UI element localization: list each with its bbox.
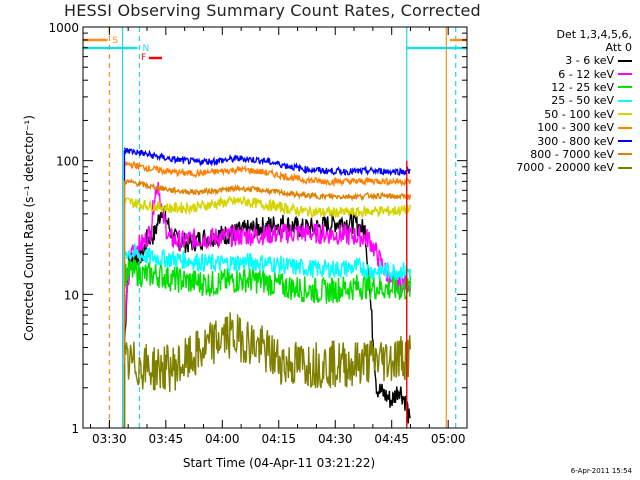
legend-item: 50 - 100 keV xyxy=(470,108,632,121)
legend-item-label: 25 - 50 keV xyxy=(551,94,614,108)
x-tick-label: 03:45 xyxy=(149,432,184,446)
series-line-5 xyxy=(123,160,412,188)
y-tick-label: 10 xyxy=(64,288,79,302)
marker-label-s: S xyxy=(112,36,118,46)
x-tick-label: 04:30 xyxy=(318,432,353,446)
legend-item: 300 - 800 keV xyxy=(470,134,632,148)
x-tick-label: 04:00 xyxy=(205,432,240,446)
legend-item-label: 7000 - 20000 keV xyxy=(516,161,614,175)
legend-swatch xyxy=(618,99,632,102)
chart-title: HESSI Observing Summary Count Rates, Cor… xyxy=(64,1,481,20)
legend-item-label: 100 - 300 keV xyxy=(537,121,614,135)
legend-item: 3 - 6 keV xyxy=(470,54,632,67)
legend-item: 100 - 300 keV xyxy=(470,121,632,134)
legend-swatch xyxy=(618,73,632,76)
legend-item-label: 12 - 25 keV xyxy=(551,80,614,94)
legend-swatch xyxy=(618,153,632,156)
marker-label-f: F xyxy=(141,53,146,63)
legend-swatch xyxy=(618,140,632,143)
legend-item: 7000 - 20000 keV xyxy=(470,161,632,174)
y-tick-label: 1000 xyxy=(48,21,79,35)
legend-item: 800 - 7000 keV xyxy=(470,148,632,161)
series-line-1 xyxy=(123,181,412,330)
series-line-2 xyxy=(123,258,412,304)
legend-swatch xyxy=(618,86,632,89)
y-tick-label: 1 xyxy=(71,422,79,436)
legend-item-label: 300 - 800 keV xyxy=(537,134,614,148)
x-tick-label: 04:15 xyxy=(261,432,296,446)
legend-header-detectors: Det 1,3,4,5,6, xyxy=(556,28,632,41)
timestamp: 6-Apr-2011 15:54 xyxy=(570,467,632,475)
series-line-7 xyxy=(123,178,412,202)
x-axis-label: Start Time (04-Apr-11 03:21:22) xyxy=(183,456,375,470)
legend-item-label: 50 - 100 keV xyxy=(544,107,614,121)
legend-item-label: 3 - 6 keV xyxy=(565,54,614,68)
legend-swatch xyxy=(618,126,632,129)
series-line-6 xyxy=(123,147,411,177)
legend-swatch xyxy=(618,113,632,116)
legend-swatch xyxy=(618,59,632,62)
legend-item: 25 - 50 keV xyxy=(470,94,632,107)
series-line-4 xyxy=(123,195,412,218)
y-axis-label: Corrected Count Rate (s⁻¹ detector⁻¹) xyxy=(22,115,36,341)
series-line-8 xyxy=(123,312,412,393)
legend-item-label: 6 - 12 keV xyxy=(558,67,614,81)
x-tick-label: 03:30 xyxy=(92,432,127,446)
marker-label-n: N xyxy=(142,44,149,54)
legend-swatch xyxy=(618,166,632,169)
y-tick-label: 100 xyxy=(56,155,79,169)
legend-item: 6 - 12 keV xyxy=(470,67,632,81)
legend-header-attenuator: Att 0 xyxy=(605,41,632,54)
legend-item-label: 800 - 7000 keV xyxy=(530,147,614,161)
legend-item: 12 - 25 keV xyxy=(470,81,632,94)
series-line-3 xyxy=(123,242,412,282)
plot-frame xyxy=(82,26,468,429)
x-tick-label: 04:45 xyxy=(374,432,409,446)
legend: Det 1,3,4,5,6, Att 0 3 - 6 keV 6 - 12 keV… xyxy=(470,28,632,175)
x-tick-label: 05:00 xyxy=(431,432,466,446)
